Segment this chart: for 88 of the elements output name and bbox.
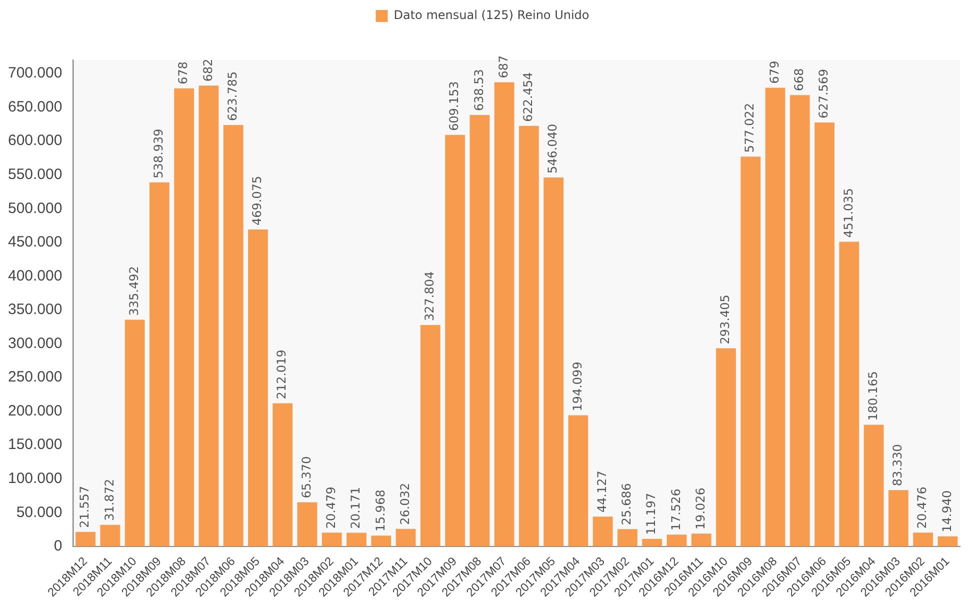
bar (790, 95, 810, 546)
data-label: 26.032 (398, 482, 412, 525)
y-tick-label: 600.000 (8, 132, 62, 150)
data-label: 83.330 (890, 444, 905, 486)
data-label: 622.454 (521, 72, 536, 122)
bar (494, 82, 514, 546)
bar (76, 532, 96, 546)
bar (666, 534, 687, 546)
data-label: 44.127 (594, 470, 609, 513)
data-label: 20.476 (915, 486, 930, 529)
bar (740, 156, 761, 546)
y-tick-label: 650.000 (8, 98, 62, 116)
data-label: 668 (792, 68, 806, 92)
bar (174, 88, 194, 546)
y-tick-label: 200.000 (8, 402, 62, 420)
data-label: 623.785 (225, 71, 240, 122)
data-label: 679 (767, 60, 782, 84)
y-tick-label: 50.000 (16, 504, 62, 521)
bar (322, 532, 342, 546)
bar (198, 86, 219, 546)
bar (765, 88, 786, 546)
data-label: 546.040 (546, 124, 560, 174)
y-tick-label: 0 (54, 538, 62, 555)
bar (223, 125, 244, 546)
y-tick-label: 300.000 (8, 334, 62, 352)
data-label: 682 (200, 58, 215, 82)
bar (518, 126, 539, 546)
bar (592, 516, 613, 546)
data-label: 327.804 (422, 271, 437, 321)
bar (470, 115, 490, 546)
data-label: 19.026 (693, 488, 708, 530)
bar (618, 529, 638, 546)
data-label: 335.492 (126, 266, 141, 316)
y-tick-label: 150.000 (8, 436, 62, 454)
bar (913, 532, 933, 546)
bar (568, 415, 588, 546)
data-label: 194.099 (570, 362, 584, 412)
data-label: 627.569 (816, 68, 831, 118)
bar (346, 532, 366, 546)
bar (297, 502, 318, 546)
data-label: 20.479 (324, 486, 338, 529)
data-label: 65.370 (299, 456, 314, 498)
y-tick-label: 350.000 (8, 301, 62, 318)
data-label: 25.686 (620, 483, 634, 526)
data-label: 687 (496, 55, 510, 78)
bar (888, 490, 908, 546)
data-label: 14.940 (940, 490, 954, 532)
data-label: 20.171 (348, 486, 363, 529)
y-tick-label: 550.000 (8, 166, 62, 183)
bar (420, 324, 440, 546)
data-label: 577.022 (742, 102, 757, 153)
legend-label: Dato mensual (125) Reino Unido (394, 8, 590, 22)
data-label: 180.165 (866, 371, 880, 421)
data-label: 212.019 (274, 350, 289, 400)
data-label: 17.526 (668, 488, 683, 531)
bar (248, 230, 268, 546)
bar (396, 528, 416, 546)
bar (839, 242, 860, 546)
y-tick-label: 500.000 (8, 200, 62, 217)
data-label: 538.939 (152, 128, 166, 178)
data-label: 638.53 (472, 69, 486, 112)
bar (124, 320, 145, 546)
y-tick-label: 400.000 (8, 267, 62, 284)
bar (371, 536, 392, 546)
data-label: 678 (176, 61, 190, 84)
bar (642, 538, 662, 546)
bar (691, 534, 712, 546)
data-label: 293.405 (718, 294, 732, 344)
bar (445, 134, 465, 546)
data-label: 15.968 (373, 490, 388, 532)
y-tick-label: 250.000 (8, 368, 62, 386)
bar (716, 348, 736, 546)
bar (100, 524, 120, 546)
bar (149, 182, 170, 546)
data-label: 609.153 (447, 81, 462, 131)
data-label: 11.197 (644, 492, 658, 535)
y-tick-label: 700.000 (8, 64, 62, 82)
data-label: 451.035 (841, 188, 856, 238)
bar (864, 424, 884, 546)
y-tick-label: 100.000 (8, 470, 62, 488)
y-tick-label: 450.000 (8, 234, 62, 251)
bar (814, 122, 834, 546)
data-label: 31.872 (102, 478, 116, 521)
bar (938, 536, 958, 546)
data-label: 469.075 (250, 176, 264, 226)
data-label: 21.557 (78, 486, 92, 528)
bar (544, 178, 564, 546)
bar (272, 403, 293, 546)
